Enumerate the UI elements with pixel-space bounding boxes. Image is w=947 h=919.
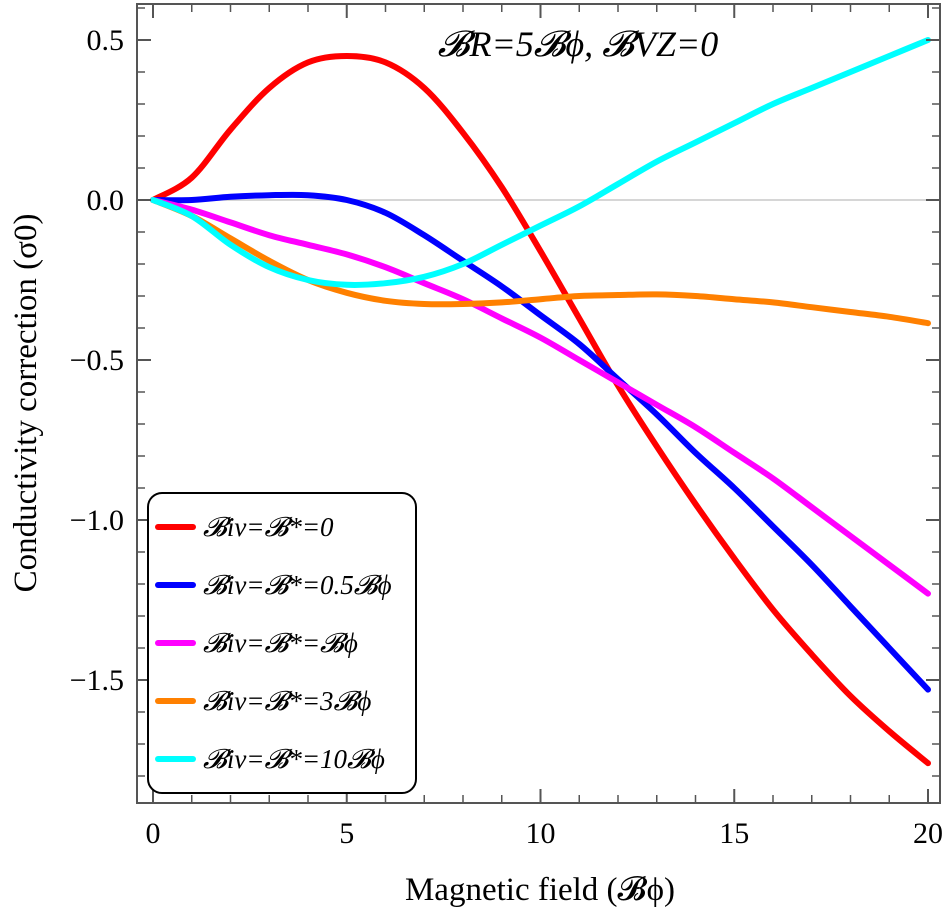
legend-label-2: 𝓑iv=𝓑*=0.5𝓑ϕ xyxy=(203,570,392,600)
plot-frame xyxy=(136,3,941,804)
series-line-5 xyxy=(150,37,931,288)
legend-box xyxy=(147,492,417,794)
legend-label-3: 𝓑iv=𝓑*=𝓑ϕ xyxy=(203,628,358,658)
legend: 𝓑iv=𝓑*=0 𝓑iv=𝓑*=0.5𝓑ϕ 𝓑iv=𝓑*=𝓑ϕ 𝓑iv=𝓑*=3𝓑ϕ 𝓑… xyxy=(147,492,417,794)
x-tick-label: 0 xyxy=(146,817,161,850)
legend-label-5: 𝓑iv=𝓑*=10𝓑ϕ xyxy=(203,744,385,774)
series-line-4 xyxy=(150,197,931,327)
x-tick-label: 10 xyxy=(526,817,556,850)
y-tick-label: −1.0 xyxy=(70,504,124,537)
series-line-3 xyxy=(150,197,931,597)
y-tick-label: −0.5 xyxy=(70,344,124,377)
tick-layer xyxy=(137,4,940,803)
series-line-2 xyxy=(150,191,931,693)
legend-label-1: 𝓑iv=𝓑*=0 xyxy=(203,512,334,542)
x-tick-label: 15 xyxy=(719,817,749,850)
x-tick-label: 5 xyxy=(339,817,354,850)
legend-label-4: 𝓑iv=𝓑*=3𝓑ϕ xyxy=(203,686,371,716)
series-line-1 xyxy=(150,53,931,767)
frame-layer xyxy=(136,3,941,804)
chart-annotation: 𝓑R=5𝓑ϕ, 𝓑VZ=0 xyxy=(438,24,718,64)
y-axis-title: Conductivity correction (σ0) xyxy=(8,214,44,593)
y-tick-label: −1.5 xyxy=(70,664,124,697)
y-tick-label: 0.0 xyxy=(87,184,125,217)
x-axis-title: Magnetic field (𝓑ϕ) xyxy=(405,872,675,908)
series-layer xyxy=(150,37,931,767)
x-tick-label: 20 xyxy=(913,817,943,850)
label-layer: 0 5 10 15 20 0.5 0.0 −0.5 −1.0 −1.5 xyxy=(70,24,943,850)
legend-entries: 𝓑iv=𝓑*=0 𝓑iv=𝓑*=0.5𝓑ϕ 𝓑iv=𝓑*=𝓑ϕ 𝓑iv=𝓑*=3𝓑ϕ 𝓑… xyxy=(155,512,392,774)
y-tick-label: 0.5 xyxy=(87,24,125,57)
